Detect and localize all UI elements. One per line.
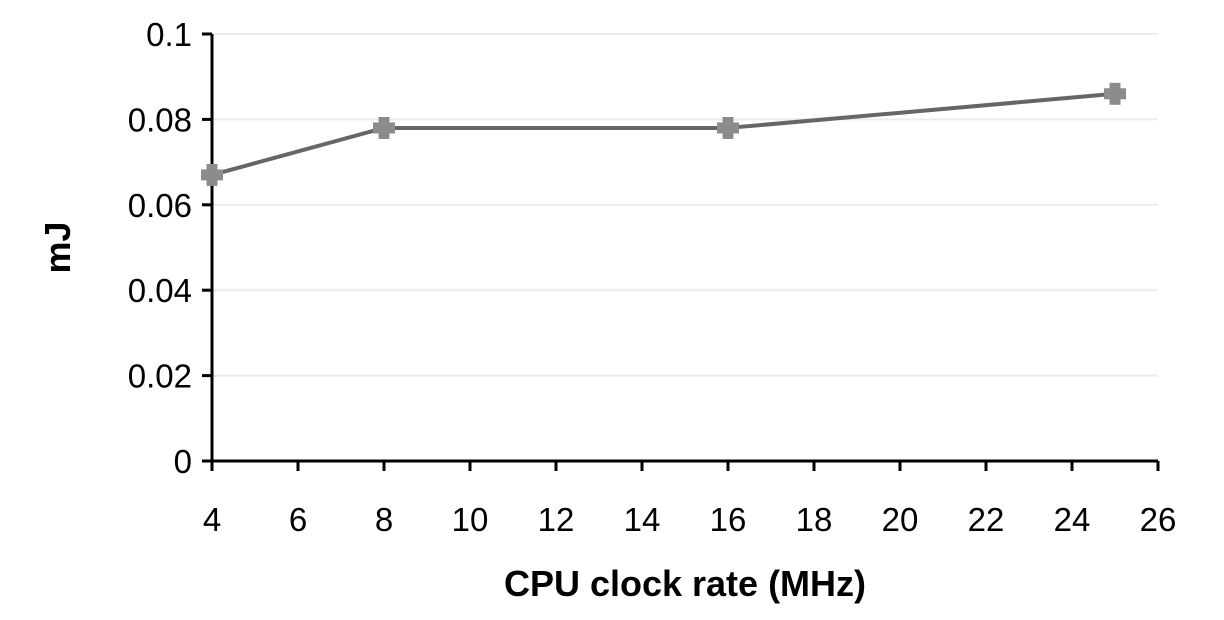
y-tick-label: 0.1 bbox=[146, 16, 192, 53]
data-point bbox=[717, 116, 739, 139]
x-tick-label: 12 bbox=[538, 501, 575, 538]
data-point bbox=[373, 116, 395, 139]
series-line-0 bbox=[211, 91, 1116, 177]
data-point bbox=[201, 163, 223, 186]
x-axis-title: CPU clock rate (MHz) bbox=[504, 563, 866, 604]
gridlines bbox=[212, 33, 1158, 377]
x-tick-label: 14 bbox=[624, 501, 661, 538]
tick-labels: 0 0.02 0.04 0.06 0.08 0.1 4 6 8 10 12 14 16 18 20 22 24 2… bbox=[128, 16, 1177, 538]
x-tick-label: 24 bbox=[1054, 501, 1091, 538]
series bbox=[201, 82, 1126, 186]
y-axis-title: mJ bbox=[37, 221, 78, 273]
y-tick-label: 0.06 bbox=[128, 187, 192, 224]
x-tick-label: 8 bbox=[375, 501, 393, 538]
x-tick-label: 16 bbox=[710, 501, 747, 538]
tick-marks bbox=[202, 32, 1160, 471]
x-tick-label: 6 bbox=[289, 501, 307, 538]
x-tick-label: 18 bbox=[796, 501, 833, 538]
x-tick-label: 22 bbox=[968, 501, 1005, 538]
y-tick-label: 0 bbox=[174, 443, 192, 480]
y-tick-label: 0.08 bbox=[128, 101, 192, 138]
x-tick-label: 4 bbox=[203, 501, 221, 538]
data-point bbox=[1104, 82, 1126, 105]
x-tick-label: 20 bbox=[882, 501, 919, 538]
axes bbox=[210, 34, 1158, 463]
y-tick-label: 0.02 bbox=[128, 358, 192, 395]
x-tick-label: 10 bbox=[452, 501, 489, 538]
x-tick-label: 26 bbox=[1140, 501, 1177, 538]
y-tick-label: 0.04 bbox=[128, 272, 192, 309]
